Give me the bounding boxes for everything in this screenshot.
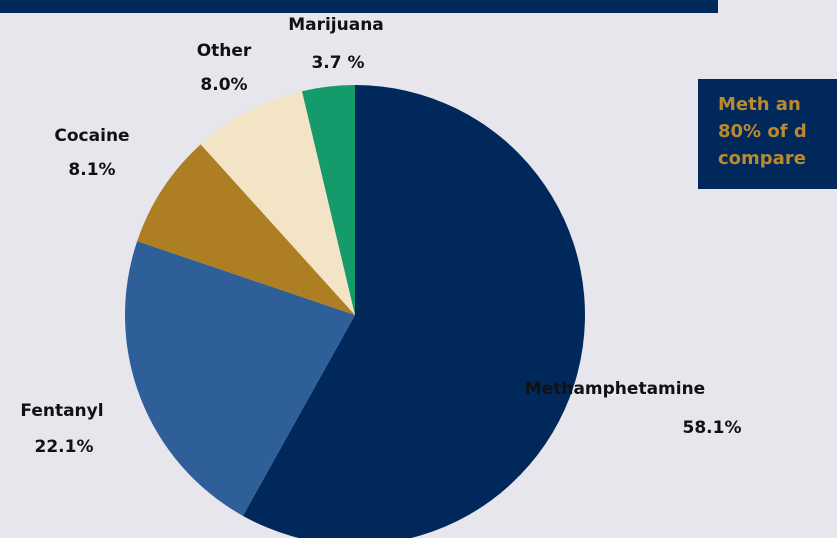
callout-text: Meth an 80% of d compare bbox=[718, 91, 837, 172]
pie-labels: Methamphetamine 58.1% Fentanyl 22.1% Coc… bbox=[20, 15, 741, 457]
callout-line-2: 80% of d bbox=[718, 121, 807, 142]
pie-slice-fentanyl bbox=[125, 241, 355, 516]
callout-line-3: compare bbox=[718, 148, 806, 169]
pie-slices bbox=[125, 85, 585, 538]
slice-label-other: Other bbox=[197, 41, 252, 61]
slice-label-marijuana: Marijuana bbox=[288, 15, 384, 35]
slice-value-fentanyl: 22.1% bbox=[35, 437, 94, 457]
pie-slice-cocaine bbox=[137, 144, 355, 315]
slice-label-fentanyl: Fentanyl bbox=[20, 401, 103, 421]
callout-box: Meth an 80% of d compare bbox=[698, 79, 837, 189]
slice-value-cocaine: 8.1% bbox=[68, 160, 115, 180]
slice-value-marijuana: 3.7 % bbox=[311, 53, 364, 73]
pie-slice-marijuana bbox=[302, 85, 355, 315]
pie-slice-methamphetamine bbox=[242, 85, 585, 538]
pie-slice-other bbox=[200, 91, 355, 315]
slice-label-cocaine: Cocaine bbox=[54, 126, 129, 146]
callout-line-1: Meth an bbox=[718, 94, 801, 115]
slice-value-methamphetamine: 58.1% bbox=[683, 418, 742, 438]
slice-value-other: 8.0% bbox=[200, 75, 247, 95]
header-bar bbox=[0, 0, 718, 13]
slice-label-methamphetamine: Methamphetamine bbox=[525, 379, 705, 399]
